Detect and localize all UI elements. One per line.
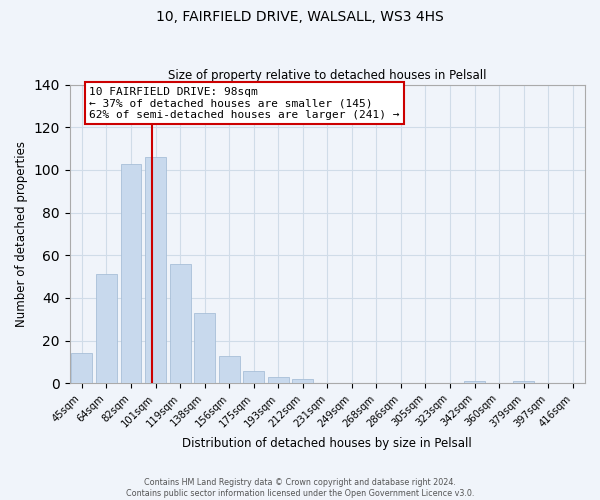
Bar <box>170 264 191 384</box>
Bar <box>292 379 313 384</box>
Bar <box>96 274 117 384</box>
Text: 10 FAIRFIELD DRIVE: 98sqm
← 37% of detached houses are smaller (145)
62% of semi: 10 FAIRFIELD DRIVE: 98sqm ← 37% of detac… <box>89 86 400 120</box>
Y-axis label: Number of detached properties: Number of detached properties <box>15 141 28 327</box>
Bar <box>71 354 92 384</box>
Title: Size of property relative to detached houses in Pelsall: Size of property relative to detached ho… <box>168 69 487 82</box>
Bar <box>243 370 264 384</box>
Bar <box>145 157 166 384</box>
X-axis label: Distribution of detached houses by size in Pelsall: Distribution of detached houses by size … <box>182 437 472 450</box>
Bar <box>464 381 485 384</box>
Text: 10, FAIRFIELD DRIVE, WALSALL, WS3 4HS: 10, FAIRFIELD DRIVE, WALSALL, WS3 4HS <box>156 10 444 24</box>
Bar <box>219 356 239 384</box>
Bar <box>121 164 142 384</box>
Text: Contains HM Land Registry data © Crown copyright and database right 2024.
Contai: Contains HM Land Registry data © Crown c… <box>126 478 474 498</box>
Bar <box>194 313 215 384</box>
Bar <box>513 381 534 384</box>
Bar <box>268 377 289 384</box>
